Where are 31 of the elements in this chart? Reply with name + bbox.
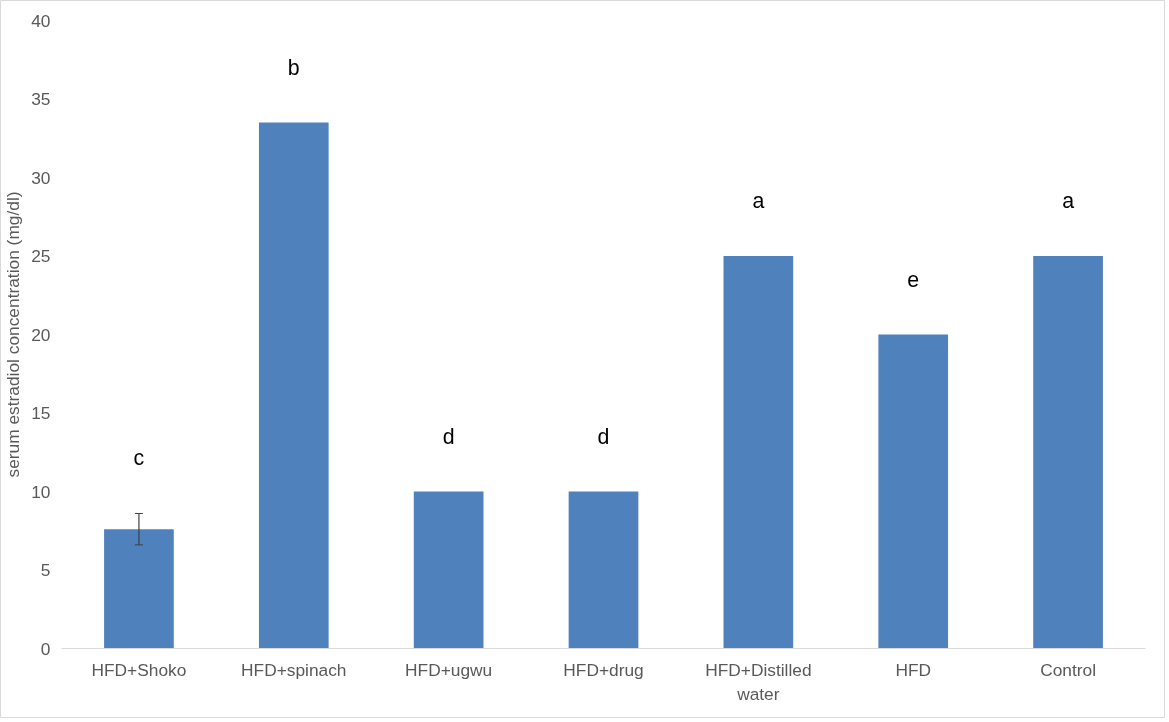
annotation: e — [907, 268, 920, 292]
bar — [104, 529, 174, 649]
bar — [568, 491, 639, 649]
y-tick-label: 40 — [31, 10, 51, 31]
annotation: c — [133, 446, 145, 471]
bar — [413, 491, 484, 649]
x-tick-label: HFD+drug — [563, 659, 644, 680]
bar — [878, 334, 949, 649]
y-tick-label: 10 — [31, 481, 51, 502]
x-tick-label: HFD+spinach — [241, 659, 347, 680]
y-axis-title: serum estradiol concentration (mg/dl) — [3, 191, 24, 478]
y-tick-label: 5 — [40, 560, 51, 580]
annotation: b — [287, 55, 300, 80]
y-tick-label: 0 — [40, 638, 51, 659]
bar — [723, 256, 794, 649]
y-tick-label: 35 — [31, 89, 51, 109]
annotation: a — [752, 189, 765, 213]
y-tick-label: 15 — [31, 403, 51, 423]
annotation: d — [597, 424, 610, 449]
y-tick-label: 30 — [31, 167, 51, 188]
annotation: a — [1062, 189, 1075, 213]
bar — [1033, 256, 1103, 649]
y-tick-label: 25 — [31, 246, 51, 266]
x-tick-label: HFD+Distilled water — [705, 659, 812, 704]
bar — [258, 122, 329, 649]
x-tick-label: HFD+ugwu — [405, 659, 493, 680]
x-tick-label: HFD — [895, 659, 932, 680]
y-tick-label: 20 — [31, 324, 51, 345]
x-tick-label: Control — [1040, 659, 1097, 680]
x-tick-label: HFD+Shoko — [91, 659, 187, 680]
annotation: d — [442, 424, 455, 449]
